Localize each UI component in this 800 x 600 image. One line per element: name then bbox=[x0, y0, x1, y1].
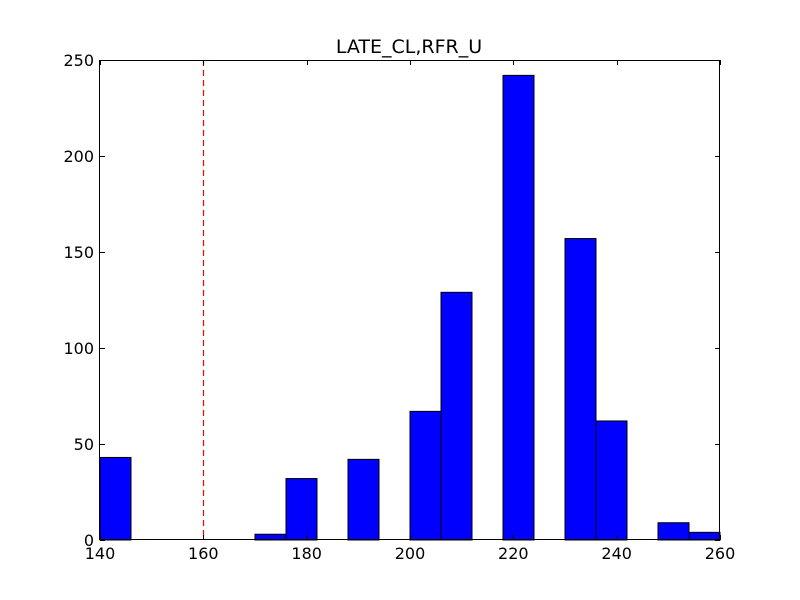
tick-labels-group: 140 160 180 200 220 240 260 0 50 100 150 200 250 bbox=[63, 51, 735, 563]
x-tick-label-240: 240 bbox=[601, 544, 632, 563]
y-tick-label-0: 0 bbox=[84, 531, 94, 550]
histogram-bar-176 bbox=[285, 478, 318, 541]
histogram-bar-248 bbox=[657, 522, 690, 541]
x-tick-label-260: 260 bbox=[705, 544, 736, 563]
histogram-bar-254 bbox=[688, 531, 721, 541]
histogram-bar-200 bbox=[409, 410, 442, 541]
x-tick-label-220: 220 bbox=[498, 544, 529, 563]
x-tick-label-180: 180 bbox=[291, 544, 322, 563]
y-tick-label-100: 100 bbox=[63, 339, 94, 358]
x-tick-label-200: 200 bbox=[395, 544, 426, 563]
y-tick-label-50: 50 bbox=[74, 435, 94, 454]
x-tick-label-160: 160 bbox=[188, 544, 219, 563]
y-tick-label-200: 200 bbox=[63, 147, 94, 166]
chart-title: LATE_CL,RFR_U bbox=[336, 36, 482, 58]
histogram-bar-140 bbox=[99, 456, 132, 541]
x-tick-label-140: 140 bbox=[85, 544, 116, 563]
y-tick-label-150: 150 bbox=[63, 243, 94, 262]
plot-frame bbox=[99, 60, 720, 540]
histogram-bar-188 bbox=[347, 458, 380, 541]
y-tick-label-250: 250 bbox=[63, 51, 94, 70]
histogram-bar-218 bbox=[502, 74, 535, 541]
bars-group bbox=[99, 74, 721, 541]
histogram-bar-230 bbox=[564, 238, 597, 541]
histogram-bar-236 bbox=[595, 420, 628, 541]
histogram-bar-206 bbox=[440, 291, 473, 541]
